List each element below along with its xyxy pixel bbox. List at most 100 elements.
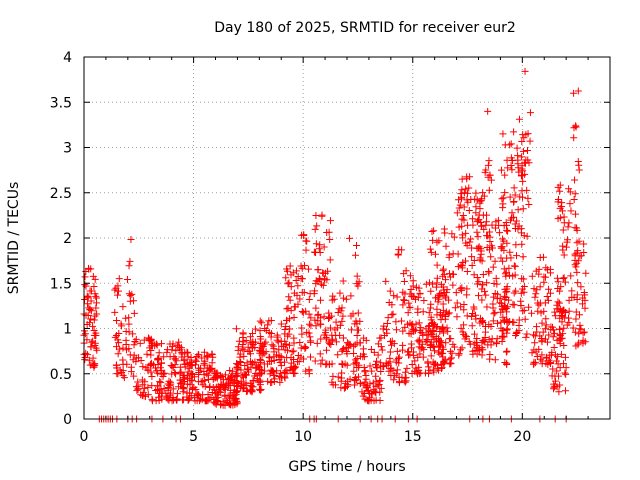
- data-point: [435, 366, 443, 374]
- data-point: [256, 355, 264, 363]
- data-point: [438, 312, 446, 320]
- data-point: [242, 371, 250, 379]
- data-point: [508, 209, 516, 217]
- data-point: [568, 293, 576, 301]
- data-point: [404, 309, 412, 317]
- data-point: [370, 387, 378, 395]
- data-point: [548, 348, 556, 356]
- data-point: [353, 363, 361, 371]
- data-point: [126, 257, 134, 265]
- data-point: [168, 397, 176, 405]
- data-point: [539, 328, 547, 336]
- data-point: [537, 355, 545, 363]
- data-point: [276, 359, 284, 367]
- data-point: [326, 217, 334, 225]
- data-point: [466, 238, 474, 246]
- data-point: [209, 383, 217, 391]
- data-point: [317, 296, 325, 304]
- data-point: [130, 372, 138, 380]
- data-point: [258, 351, 266, 359]
- data-point: [87, 343, 95, 351]
- data-point: [257, 356, 265, 364]
- data-point: [393, 370, 401, 378]
- data-point: [316, 314, 324, 322]
- data-point: [431, 294, 439, 302]
- data-point: [172, 370, 180, 378]
- data-point: [185, 364, 193, 372]
- data-point: [528, 272, 536, 280]
- data-point: [183, 348, 191, 356]
- data-point: [305, 329, 313, 337]
- data-point: [478, 351, 486, 359]
- data-point: [478, 257, 486, 265]
- data-point: [325, 340, 333, 348]
- data-point: [484, 161, 492, 169]
- data-point: [502, 221, 510, 229]
- data-point: [400, 377, 408, 385]
- data-point: [472, 189, 480, 197]
- data-point: [299, 309, 307, 317]
- data-point: [442, 339, 450, 347]
- data-point: [260, 360, 268, 368]
- data-point: [437, 281, 445, 289]
- data-point: [403, 364, 411, 372]
- data-point: [551, 351, 559, 359]
- data-point: [424, 331, 432, 339]
- data-point: [274, 338, 282, 346]
- data-point: [483, 279, 491, 287]
- data-point: [453, 209, 461, 217]
- data-point: [226, 367, 234, 375]
- data-point: [427, 352, 435, 360]
- data-point: [520, 275, 528, 283]
- data-point: [553, 301, 561, 309]
- data-point: [549, 333, 557, 341]
- data-point: [111, 286, 119, 294]
- data-point: [471, 330, 479, 338]
- data-point: [318, 212, 326, 220]
- data-point: [372, 363, 380, 371]
- data-point: [557, 350, 565, 358]
- data-point: [561, 353, 569, 361]
- data-point: [141, 384, 149, 392]
- data-point: [482, 221, 490, 229]
- data-point: [532, 290, 540, 298]
- data-point: [256, 317, 264, 325]
- data-point: [498, 327, 506, 335]
- data-point: [244, 343, 252, 351]
- data-point: [118, 322, 126, 330]
- data-point: [81, 273, 89, 281]
- data-point: [523, 330, 531, 338]
- data-point: [184, 368, 192, 376]
- data-point: [135, 354, 143, 362]
- data-point: [413, 370, 421, 378]
- data-point: [362, 372, 370, 380]
- data-point: [435, 291, 443, 299]
- data-point: [575, 330, 583, 338]
- data-point: [288, 348, 296, 356]
- data-point: [264, 321, 272, 329]
- data-point: [499, 194, 507, 202]
- data-point: [446, 360, 454, 368]
- data-point: [358, 388, 366, 396]
- data-point: [468, 310, 476, 318]
- data-point: [485, 157, 493, 165]
- data-point: [519, 177, 527, 185]
- data-point: [258, 319, 266, 327]
- data-point: [438, 349, 446, 357]
- data-point: [537, 309, 545, 317]
- data-point: [390, 292, 398, 300]
- data-point: [165, 377, 173, 385]
- data-point: [90, 362, 98, 370]
- data-point: [262, 338, 270, 346]
- data-point: [473, 274, 481, 282]
- data-point: [429, 236, 437, 244]
- data-point: [283, 305, 291, 313]
- data-point: [204, 390, 212, 398]
- data-point: [487, 322, 495, 330]
- data-point: [257, 378, 265, 386]
- data-point: [533, 286, 541, 294]
- data-point: [368, 367, 376, 375]
- data-point: [549, 326, 557, 334]
- data-point: [317, 320, 325, 328]
- data-point: [473, 218, 481, 226]
